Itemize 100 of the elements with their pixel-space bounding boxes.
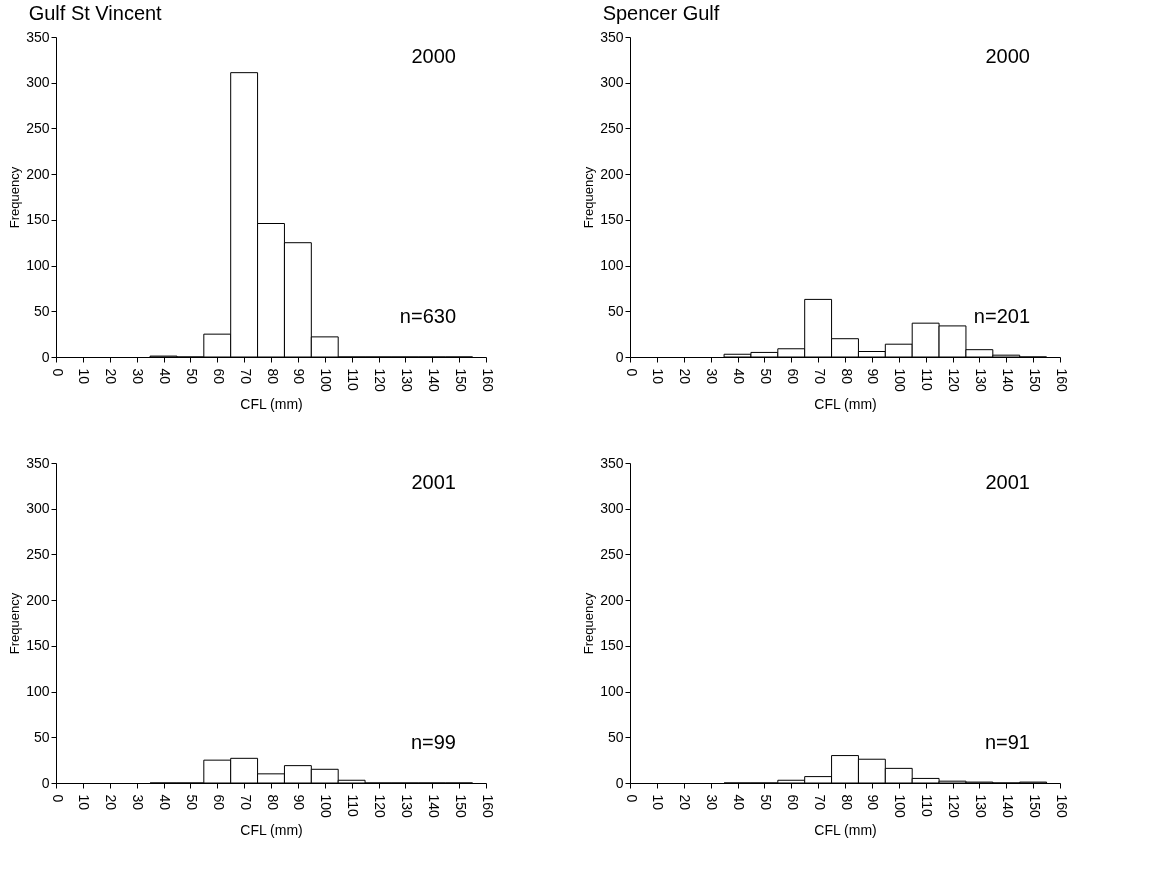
x-tick-label: 130 <box>398 368 415 393</box>
annotation: 2001 <box>985 471 1030 493</box>
y-tick-label: 200 <box>600 591 624 608</box>
x-tick-label: 10 <box>650 368 667 385</box>
annotation: n=91 <box>984 731 1030 753</box>
y-tick-label: 100 <box>600 683 624 700</box>
x-tick-label: 120 <box>946 368 962 393</box>
x-tick-label: 30 <box>130 368 147 385</box>
annotation: n=201 <box>973 305 1030 327</box>
x-tick-label: 100 <box>892 368 909 393</box>
x-tick-label: 10 <box>76 368 93 385</box>
x-tick-label: 60 <box>210 794 227 811</box>
annotation: 2000 <box>985 45 1030 67</box>
y-tick-label: 0 <box>41 348 50 365</box>
x-tick-label: 90 <box>865 794 882 811</box>
x-tick-label: 30 <box>704 794 721 811</box>
y-tick-label: 200 <box>600 165 624 182</box>
y-tick-label: 100 <box>26 257 50 274</box>
y-tick-label: 350 <box>600 28 624 45</box>
chart-title: Spencer Gulf <box>602 2 720 24</box>
x-tick-label: 80 <box>838 794 855 811</box>
chart-title: Gulf St Vincent <box>28 2 163 24</box>
x-tick-label: 140 <box>425 368 442 393</box>
y-tick-label: 250 <box>26 545 50 562</box>
x-tick-label: 130 <box>398 794 415 819</box>
x-tick-label: 20 <box>677 794 694 811</box>
x-tick-label: 120 <box>372 794 388 819</box>
y-tick-label: 300 <box>600 74 624 91</box>
x-tick-label: 110 <box>345 794 362 818</box>
x-tick-label: 60 <box>784 794 801 811</box>
x-tick-label: 120 <box>946 794 962 819</box>
x-tick-label: 40 <box>157 794 173 811</box>
x-tick-label: 100 <box>318 794 335 819</box>
y-tick-label: 200 <box>26 165 50 182</box>
y-tick-label: 50 <box>607 302 624 319</box>
x-tick-label: 20 <box>103 794 120 811</box>
x-axis-title: CFL (mm) <box>814 395 877 412</box>
x-tick-label: 80 <box>838 368 855 385</box>
x-tick-label: 140 <box>999 794 1016 819</box>
x-tick-label: 140 <box>999 368 1016 393</box>
x-tick-label: 60 <box>784 368 801 385</box>
x-tick-label: 0 <box>49 368 66 377</box>
x-tick-label: 160 <box>479 794 496 819</box>
y-tick-label: 50 <box>33 302 50 319</box>
y-tick-label: 150 <box>26 637 50 654</box>
y-tick-label: 50 <box>33 728 50 745</box>
x-tick-label: 90 <box>291 794 308 811</box>
x-tick-label: 120 <box>372 368 388 393</box>
y-tick-label: 350 <box>26 454 50 471</box>
x-tick-label: 70 <box>237 368 254 385</box>
x-tick-label: 150 <box>1026 368 1043 393</box>
x-axis-title: CFL (mm) <box>240 395 303 412</box>
y-tick-label: 300 <box>600 500 624 517</box>
x-tick-label: 110 <box>345 368 362 392</box>
y-axis-title: Frequency <box>7 592 23 655</box>
y-axis-title: Frequency <box>581 166 597 229</box>
annotation: n=99 <box>410 731 456 753</box>
y-tick-label: 300 <box>26 74 50 91</box>
y-tick-label: 50 <box>607 728 624 745</box>
x-tick-label: 10 <box>650 794 667 811</box>
y-tick-label: 300 <box>26 500 50 517</box>
x-tick-label: 150 <box>452 794 469 819</box>
x-tick-label: 110 <box>919 368 936 392</box>
x-tick-label: 0 <box>623 368 640 377</box>
x-tick-label: 100 <box>318 368 335 393</box>
x-tick-label: 80 <box>264 794 281 811</box>
x-tick-label: 40 <box>157 368 173 385</box>
x-tick-label: 70 <box>811 794 828 811</box>
y-tick-label: 250 <box>26 119 50 136</box>
y-axis-title: Frequency <box>581 592 597 655</box>
y-tick-label: 200 <box>26 591 50 608</box>
x-tick-label: 70 <box>811 368 828 385</box>
y-tick-label: 0 <box>615 774 624 791</box>
x-tick-label: 50 <box>183 368 200 385</box>
x-tick-label: 160 <box>479 368 496 393</box>
x-tick-label: 30 <box>704 368 721 385</box>
x-tick-label: 10 <box>76 794 93 811</box>
x-tick-label: 150 <box>452 368 469 393</box>
y-tick-label: 0 <box>41 774 50 791</box>
x-tick-label: 40 <box>731 794 747 811</box>
x-tick-label: 150 <box>1026 794 1043 819</box>
annotation: n=630 <box>399 305 456 327</box>
annotation: 2000 <box>411 45 456 67</box>
x-tick-label: 110 <box>919 794 936 818</box>
y-tick-label: 150 <box>600 211 624 228</box>
x-tick-label: 20 <box>677 368 694 385</box>
x-tick-label: 50 <box>183 794 200 811</box>
y-tick-label: 350 <box>26 28 50 45</box>
x-tick-label: 160 <box>1053 794 1070 819</box>
x-axis-title: CFL (mm) <box>240 821 303 838</box>
y-axis-title: Frequency <box>7 166 23 229</box>
y-tick-label: 100 <box>600 257 624 274</box>
x-axis-title: CFL (mm) <box>814 821 877 838</box>
y-tick-label: 0 <box>615 348 624 365</box>
x-tick-label: 90 <box>865 368 882 385</box>
annotation: 2001 <box>411 471 456 493</box>
y-tick-label: 150 <box>600 637 624 654</box>
x-tick-label: 90 <box>291 368 308 385</box>
x-tick-label: 50 <box>757 794 774 811</box>
x-tick-label: 80 <box>264 368 281 385</box>
